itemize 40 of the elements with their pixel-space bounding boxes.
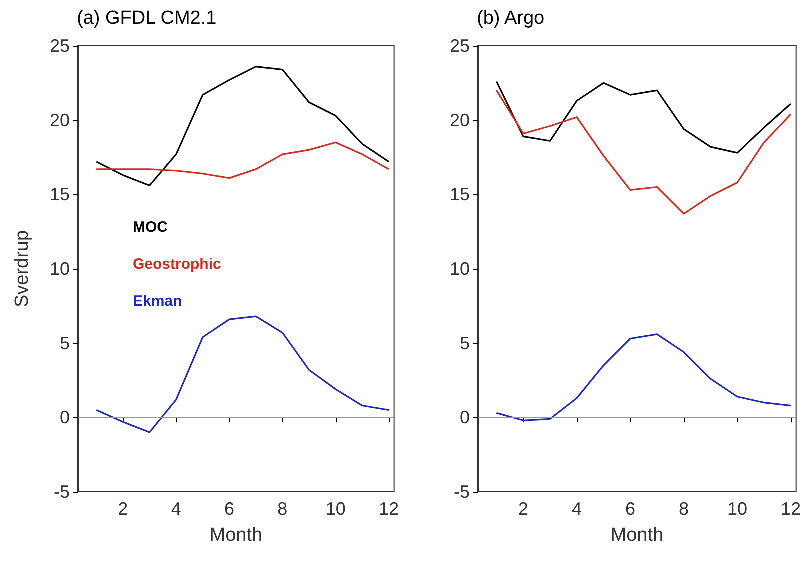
chart-title: (b) Argo xyxy=(477,8,545,29)
x-axis-title: Month xyxy=(210,525,263,546)
y-tick-label: 5 xyxy=(60,333,70,354)
line-series xyxy=(496,334,792,422)
x-tick-label: 4 xyxy=(171,499,182,519)
x-tick-label: 2 xyxy=(118,499,128,519)
y-tick-label: 5 xyxy=(460,333,470,354)
x-tick-label: 8 xyxy=(278,499,288,519)
chart-title: (a) GFDL CM2.1 xyxy=(77,8,217,29)
y-tick-label: -5 xyxy=(54,482,70,502)
line-series xyxy=(496,80,792,154)
x-tick-label: 6 xyxy=(625,499,636,519)
y-tick-label: 10 xyxy=(50,259,70,279)
line-series xyxy=(96,316,390,434)
x-tick-label: 12 xyxy=(378,499,400,519)
y-axis-title: Sverdrup xyxy=(12,230,33,308)
x-tick-label: 4 xyxy=(572,499,582,519)
y-tick-label: 0 xyxy=(460,408,470,428)
line-series xyxy=(96,142,390,180)
y-tick-label: 20 xyxy=(50,110,70,130)
line-series xyxy=(96,66,390,187)
text: Ekman xyxy=(133,293,182,310)
y-tick-label: 15 xyxy=(450,184,470,205)
text: MOC xyxy=(133,219,168,236)
y-tick-label: 15 xyxy=(50,184,70,205)
x-tick-label: 6 xyxy=(224,499,235,519)
x-tick-label: 2 xyxy=(518,499,528,519)
line-series xyxy=(496,90,792,215)
x-tick-label: 10 xyxy=(326,499,346,519)
y-tick-label: 10 xyxy=(450,259,470,279)
y-tick-label: 25 xyxy=(450,36,470,56)
y-tick-label: 25 xyxy=(50,36,70,56)
x-tick-label: 12 xyxy=(780,499,802,519)
x-tick-label: 10 xyxy=(727,499,748,519)
x-axis-title: Month xyxy=(610,525,664,546)
y-tick-label: 20 xyxy=(450,110,470,130)
y-tick-label: 0 xyxy=(60,408,70,428)
x-tick-label: 8 xyxy=(678,499,689,519)
y-tick-label: -5 xyxy=(454,482,470,502)
text: Geostrophic xyxy=(133,256,222,273)
